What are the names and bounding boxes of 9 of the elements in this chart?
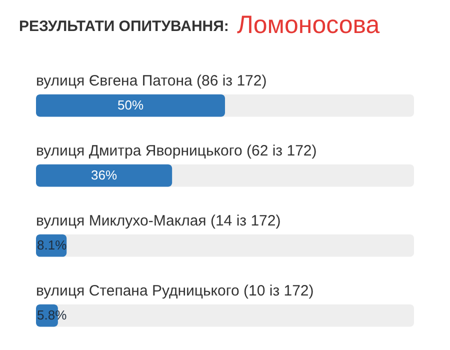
y-tick-label: вулиця Миклухо-Маклая (14 із 172) bbox=[36, 212, 281, 230]
chart-title: РЕЗУЛЬТАТИ ОПИТУВАННЯ: bbox=[19, 18, 229, 35]
y-tick-label: вулиця Дмитра Яворницького (62 із 172) bbox=[36, 142, 317, 160]
data-label: 50% bbox=[117, 98, 144, 113]
y-tick-label: вулиця Євгена Патона (86 із 172) bbox=[36, 72, 267, 90]
chart-subtitle: Ломоносова bbox=[237, 11, 380, 39]
data-label: 8.1% bbox=[37, 238, 68, 253]
data-label: 36% bbox=[91, 168, 118, 183]
y-tick-label: вулиця Степана Рудницького (10 із 172) bbox=[36, 282, 314, 300]
